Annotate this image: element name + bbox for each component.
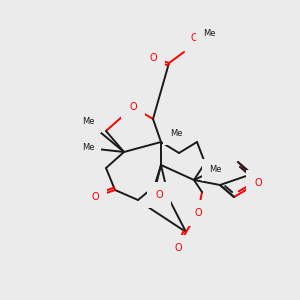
Text: O: O bbox=[155, 190, 163, 200]
Text: Me: Me bbox=[170, 130, 182, 139]
Text: O: O bbox=[129, 102, 137, 112]
Text: O: O bbox=[91, 192, 99, 202]
Text: Me: Me bbox=[203, 29, 215, 38]
Text: O: O bbox=[174, 243, 182, 253]
Text: O: O bbox=[254, 178, 262, 188]
Text: Me: Me bbox=[209, 166, 221, 175]
Text: O: O bbox=[194, 208, 202, 218]
Text: Me: Me bbox=[82, 118, 94, 127]
Text: O: O bbox=[149, 53, 157, 63]
Text: Me: Me bbox=[82, 143, 94, 152]
Text: O: O bbox=[190, 33, 198, 43]
